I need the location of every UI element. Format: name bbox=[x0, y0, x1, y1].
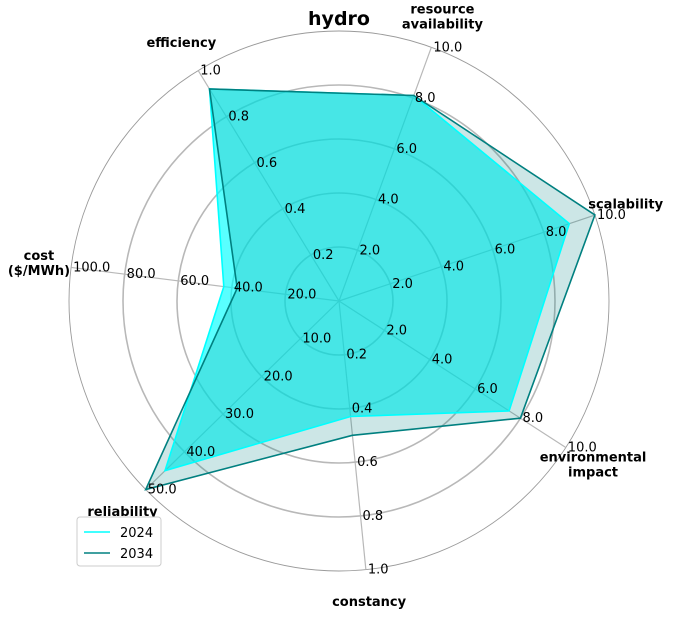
tick-label: 10.0 bbox=[597, 208, 626, 223]
tick-label: 4.0 bbox=[443, 260, 464, 275]
tick-label: 60.0 bbox=[180, 274, 209, 289]
tick-label: 100.0 bbox=[73, 260, 110, 275]
tick-label: 4.0 bbox=[378, 193, 399, 208]
tick-label: 2.0 bbox=[392, 277, 413, 292]
tick-label: 0.6 bbox=[357, 455, 378, 470]
tick-label: 8.0 bbox=[415, 91, 436, 106]
axis-label: reliability bbox=[87, 505, 158, 520]
legend: 2024 2034 bbox=[76, 516, 162, 567]
legend-label-2024: 2024 bbox=[120, 526, 153, 541]
tick-label: 0.2 bbox=[313, 248, 334, 263]
tick-label: 1.0 bbox=[200, 64, 221, 79]
series-fill-2024 bbox=[165, 89, 570, 471]
tick-label: 0.8 bbox=[363, 509, 384, 524]
tick-label: 6.0 bbox=[477, 382, 498, 397]
outer-ring bbox=[68, 30, 610, 572]
tick-label: 4.0 bbox=[432, 353, 453, 368]
axis-label: resource availability bbox=[402, 2, 484, 32]
series-line-2024 bbox=[163, 88, 571, 472]
tick-label: 2.0 bbox=[386, 323, 407, 338]
tick-label: 10.0 bbox=[568, 440, 597, 455]
tick-label: 0.8 bbox=[228, 110, 249, 125]
tick-label: 30.0 bbox=[225, 407, 254, 422]
tick-label: 0.4 bbox=[285, 202, 306, 217]
tick-label: 80.0 bbox=[127, 267, 156, 282]
tick-label: 2.0 bbox=[359, 243, 380, 258]
axis-label: scalability bbox=[588, 198, 663, 213]
tick-label: 1.0 bbox=[368, 563, 389, 578]
tick-label: 10.0 bbox=[433, 40, 462, 55]
grid-ring bbox=[122, 84, 556, 518]
tick-label: 10.0 bbox=[302, 332, 331, 347]
tick-label: 40.0 bbox=[186, 445, 215, 460]
tick-label: 20.0 bbox=[287, 287, 316, 302]
tick-label: 0.2 bbox=[346, 348, 367, 363]
chart-title: hydro bbox=[308, 8, 370, 30]
axis-label: environmental impact bbox=[540, 451, 647, 481]
tick-label: 8.0 bbox=[546, 225, 567, 240]
tick-label: 40.0 bbox=[234, 281, 263, 296]
legend-label-2034: 2034 bbox=[120, 547, 153, 562]
tick-label: 0.6 bbox=[257, 156, 278, 171]
tick-label: 0.4 bbox=[352, 401, 373, 416]
tick-label: 8.0 bbox=[522, 411, 543, 426]
axis-label: efficiency bbox=[146, 36, 216, 51]
tick-label: 6.0 bbox=[495, 242, 516, 257]
series-layer bbox=[144, 88, 596, 491]
tick-label: 20.0 bbox=[264, 369, 293, 384]
axis-label: constancy bbox=[332, 595, 407, 610]
axis-label: cost ($/MWh) bbox=[8, 249, 70, 279]
tick-label: 50.0 bbox=[148, 483, 177, 498]
tick-labels: 2.0 4.0 6.0 8.0 10.0 2.0 4.0 6.0 8.0 10.0 2.0 4.0 6.… bbox=[73, 40, 626, 577]
axis-labels: resource availability scalability environme… bbox=[8, 2, 664, 610]
series-line-2034 bbox=[144, 88, 596, 491]
series-fill-2034 bbox=[145, 89, 595, 490]
tick-label: 6.0 bbox=[396, 142, 417, 157]
